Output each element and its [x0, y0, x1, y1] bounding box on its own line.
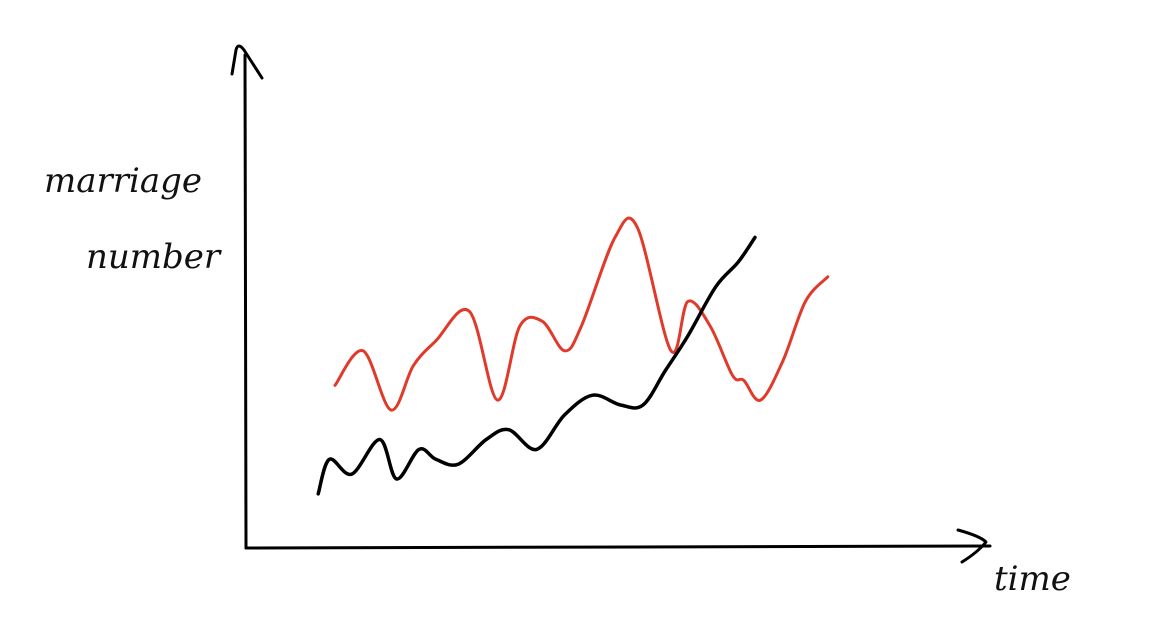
x-axis-line	[244, 544, 992, 550]
x-axis-arrow-icon	[956, 528, 988, 564]
series-line-2	[316, 235, 757, 496]
axes	[230, 44, 992, 564]
y-axis-label-line-1: marriage	[44, 161, 202, 201]
y-axis-label-line-2: number	[86, 237, 222, 277]
series-line-1	[333, 216, 830, 412]
y-axis-arrow-icon	[230, 44, 264, 80]
x-axis-label: time	[994, 559, 1071, 599]
series-layer	[316, 216, 830, 496]
y-axis-line	[243, 53, 248, 550]
